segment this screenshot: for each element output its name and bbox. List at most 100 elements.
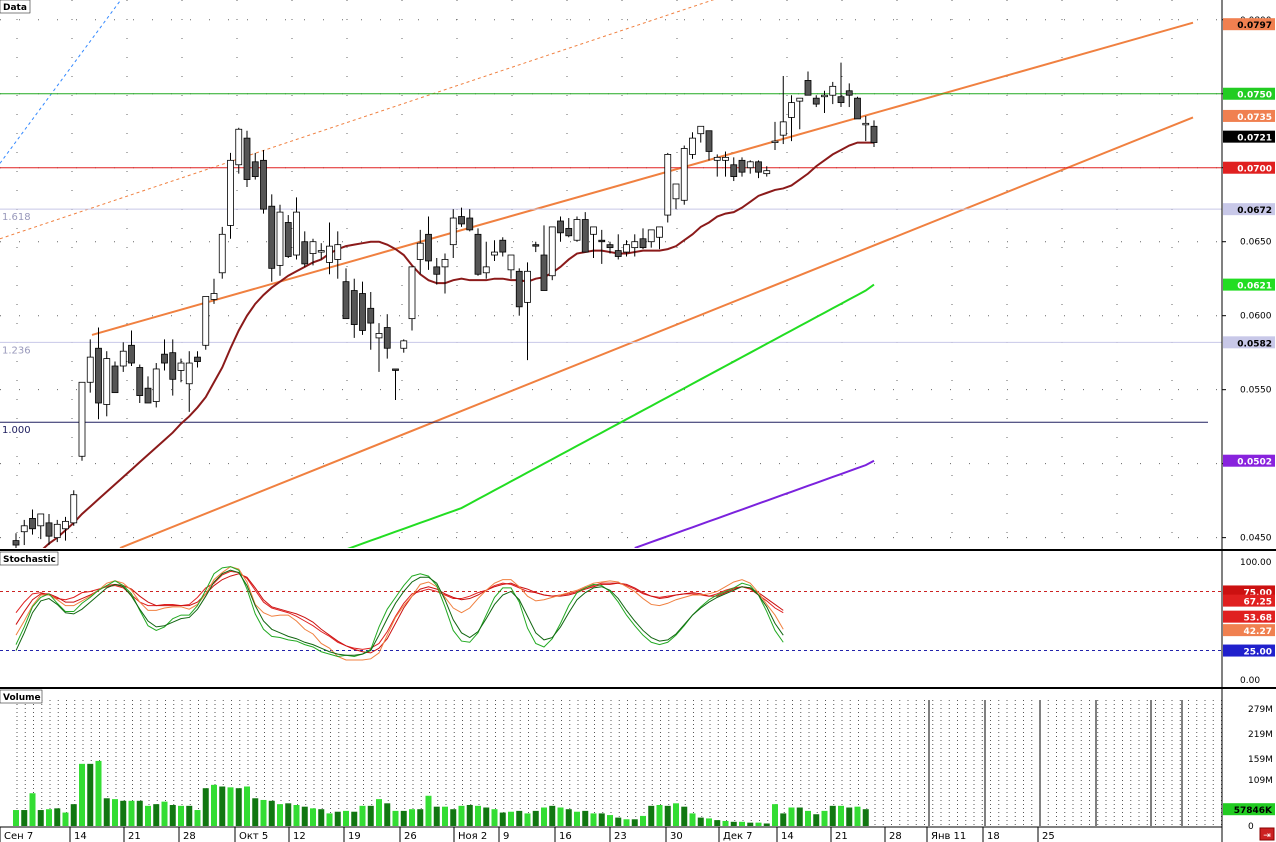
- volume-bar: [359, 805, 366, 826]
- volume-bar: [838, 805, 844, 826]
- time-axis-label: Ноя 2: [458, 831, 487, 842]
- candle-body: [458, 216, 465, 225]
- stoch-label-box: [1223, 594, 1275, 607]
- candle-body: [169, 352, 177, 380]
- candle: [433, 257, 441, 285]
- candle-body: [400, 340, 408, 349]
- candle: [474, 228, 482, 276]
- candle-body: [466, 217, 474, 231]
- stoch-label: 75.00: [1223, 585, 1275, 598]
- candle: [672, 183, 680, 210]
- volume-axis-label: 0: [1248, 822, 1254, 832]
- candle-body: [235, 128, 243, 166]
- volume-bar: [697, 817, 704, 826]
- candle-body: [185, 362, 193, 385]
- candle: [152, 363, 160, 408]
- volume-bar: [367, 805, 374, 826]
- candle: [705, 130, 713, 161]
- candle: [177, 358, 185, 383]
- candle-body: [845, 90, 853, 96]
- candle-body: [689, 137, 696, 155]
- volume-bar: [211, 784, 217, 826]
- candle: [713, 154, 721, 177]
- candle: [251, 152, 259, 180]
- volume-bar: [186, 805, 193, 826]
- candle: [111, 361, 119, 394]
- candle: [449, 209, 457, 258]
- stochastic-panel: [0, 566, 1222, 661]
- volume-bar: [788, 807, 795, 826]
- volume-bar: [706, 818, 712, 826]
- price-label-box: [1223, 109, 1275, 122]
- candle-body: [672, 183, 680, 200]
- candle-body: [870, 125, 878, 143]
- stoch-axis-label: 0.00: [1240, 676, 1260, 686]
- candle: [383, 314, 391, 359]
- price-axis-label: 0.0650: [1240, 238, 1272, 248]
- candle-body: [532, 244, 540, 247]
- stoch-label: 25.00: [1223, 644, 1275, 658]
- candle-body: [284, 222, 292, 257]
- time-axis-label: Окт 5: [239, 831, 268, 842]
- volume-bar: [29, 793, 36, 826]
- panel-title-volume: Volume: [3, 693, 41, 703]
- candle-body: [647, 229, 655, 243]
- candle: [738, 157, 746, 177]
- candle-body: [697, 125, 705, 135]
- candle-body: [812, 97, 820, 105]
- candle: [532, 241, 540, 253]
- candle-body: [515, 270, 523, 308]
- volume-bar: [442, 806, 448, 826]
- candle-body: [276, 211, 284, 266]
- candle-body: [119, 350, 127, 367]
- volume-last-text: 57846K: [1234, 806, 1273, 816]
- volume-bar: [656, 805, 663, 826]
- volume-bar: [763, 823, 770, 826]
- candle: [466, 209, 474, 232]
- volume-bar: [508, 811, 514, 826]
- candle-body: [631, 241, 639, 249]
- ma-long-line: [634, 459, 875, 548]
- candle-body: [218, 233, 226, 274]
- stoch-line: [15, 573, 784, 654]
- time-axis-label: 19: [348, 831, 361, 842]
- volume-bar: [268, 800, 275, 826]
- volume-bar: [433, 806, 440, 826]
- time-axis-label: 14: [781, 831, 794, 842]
- candle-body: [251, 161, 259, 178]
- candle-body: [111, 365, 119, 394]
- candle: [185, 351, 193, 412]
- volume-bar: [565, 809, 572, 826]
- volume-bar: [153, 804, 160, 826]
- candle-body: [95, 347, 102, 404]
- price-label-text: 0.0797: [1237, 21, 1272, 31]
- volume-bar: [796, 807, 803, 826]
- price-label-box: [1223, 336, 1275, 349]
- volume-bar: [466, 805, 473, 826]
- candle: [755, 160, 762, 179]
- candle-body: [862, 122, 870, 126]
- corner-button[interactable]: ⇥: [1259, 827, 1275, 841]
- volume-bar: [252, 798, 259, 826]
- time-axis-label: 23: [614, 831, 627, 842]
- volume-bar: [549, 805, 556, 826]
- price-label-box: [1223, 18, 1275, 31]
- volume-bar: [285, 803, 292, 826]
- volume-bar: [631, 819, 638, 826]
- candle-body: [383, 327, 391, 349]
- volume-bar: [62, 812, 69, 826]
- volume-bar: [854, 806, 861, 826]
- volume-bar: [128, 800, 135, 826]
- volume-bar: [648, 805, 655, 826]
- candle-body: [581, 219, 589, 253]
- channel-line: [91, 21, 1194, 336]
- candle-body: [416, 242, 424, 260]
- candle: [293, 197, 300, 260]
- price-label: 0.0502: [1223, 454, 1275, 468]
- candle-body: [680, 148, 688, 201]
- time-axis-label: 26: [404, 831, 417, 842]
- volume-bar: [450, 809, 457, 826]
- volume-bar: [780, 813, 787, 826]
- candle: [359, 281, 366, 335]
